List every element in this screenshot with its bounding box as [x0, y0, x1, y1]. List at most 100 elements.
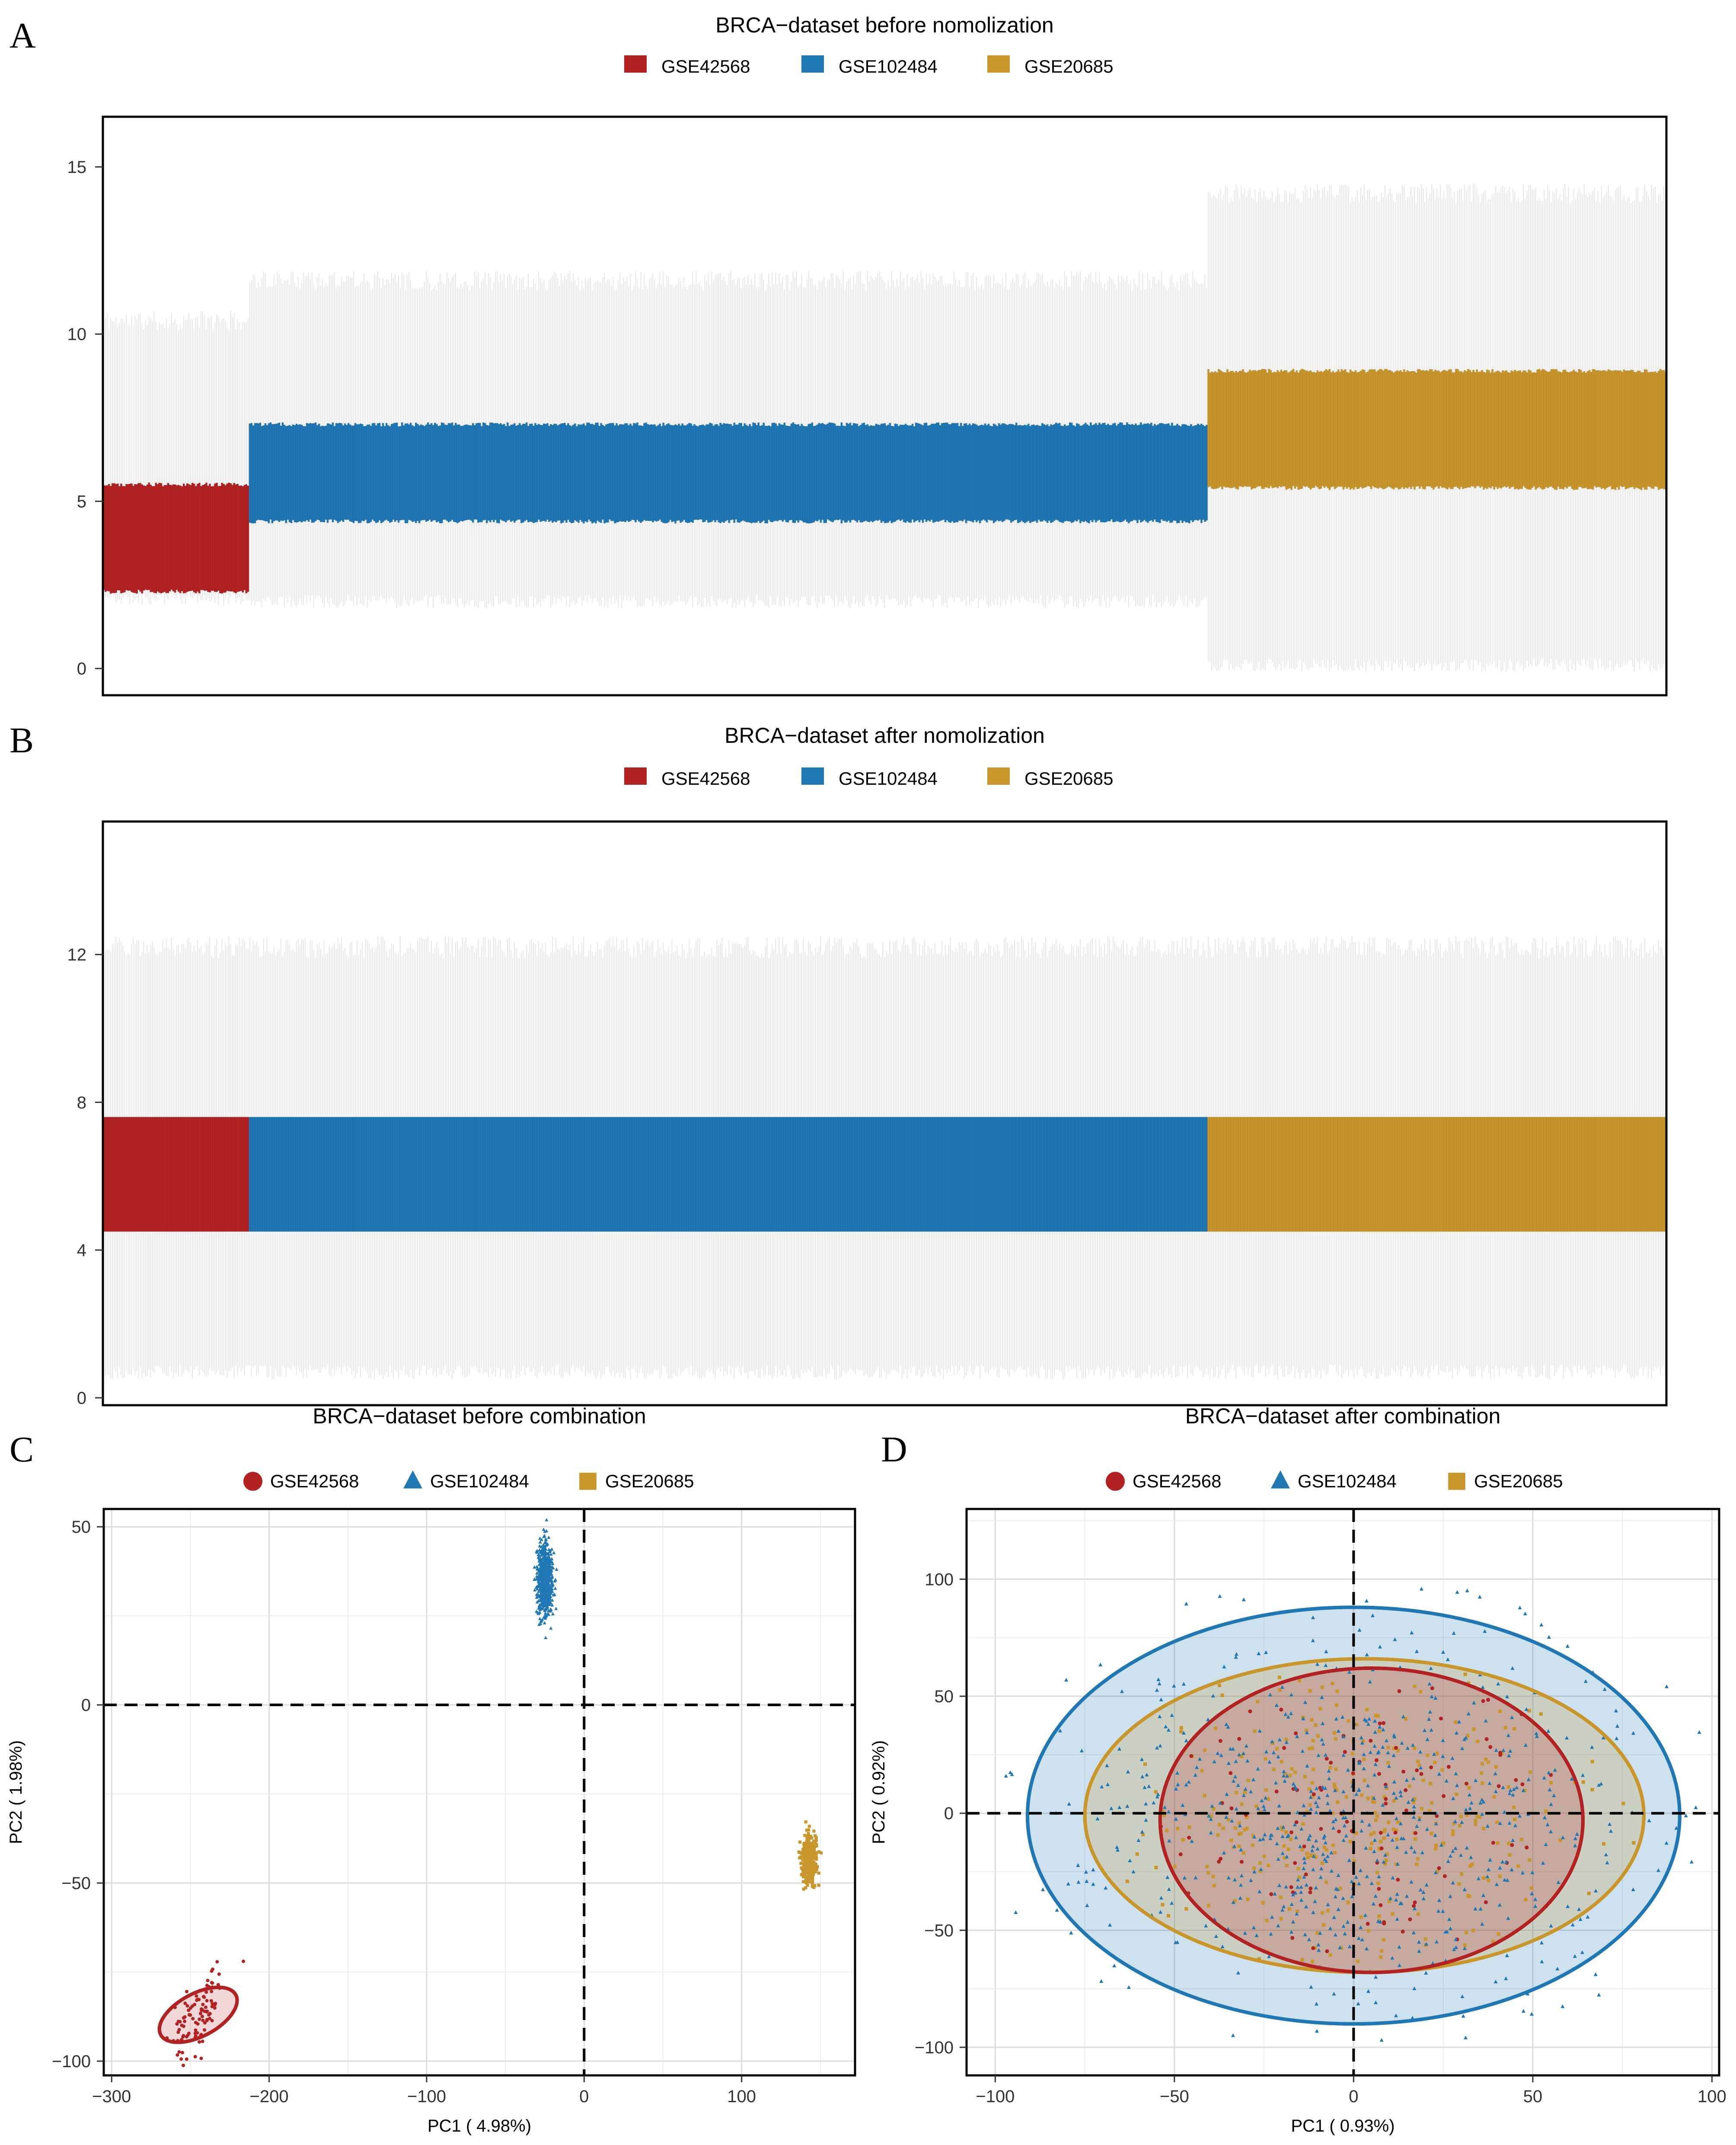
data-point [1280, 1851, 1285, 1855]
data-point [1104, 1886, 1108, 1890]
data-point [1498, 1709, 1502, 1713]
legend-label: GSE102484 [430, 1471, 529, 1491]
data-point [1204, 1924, 1208, 1928]
data-point [1368, 1679, 1372, 1684]
series-gse102484 [533, 1518, 558, 1640]
data-point [1193, 1773, 1197, 1777]
data-point [1439, 1843, 1443, 1847]
data-point [1319, 1827, 1323, 1831]
data-point [1621, 1802, 1625, 1806]
data-point [1392, 1733, 1396, 1737]
data-point [542, 1589, 546, 1593]
data-point [1560, 1835, 1565, 1839]
data-point [1265, 1918, 1269, 1923]
data-point [538, 1617, 542, 1621]
data-point [1338, 1886, 1342, 1890]
data-point [1289, 1711, 1293, 1715]
data-point [1466, 1894, 1470, 1898]
data-point [1512, 1787, 1516, 1791]
data-point [1140, 1830, 1144, 1834]
data-point [813, 1847, 816, 1851]
data-point [213, 2006, 217, 2010]
data-point [1314, 1723, 1318, 1727]
data-point [1184, 1738, 1188, 1742]
data-point [1451, 1832, 1455, 1836]
data-point [1281, 1774, 1286, 1777]
data-point [1283, 1856, 1287, 1860]
data-point [542, 1621, 546, 1624]
data-point [1311, 1844, 1315, 1848]
data-point [1345, 1819, 1349, 1824]
box-gse42568 [193, 483, 195, 593]
data-point [1424, 1883, 1429, 1887]
data-point [1311, 1795, 1315, 1799]
data-point [1284, 1885, 1288, 1889]
data-point [809, 1870, 813, 1874]
data-point [1356, 1936, 1361, 1940]
box-gse102484 [832, 1117, 834, 1232]
data-point [1504, 1860, 1508, 1864]
data-point [1451, 1880, 1455, 1885]
legend-item-gse42568: GSE42568 [624, 55, 750, 77]
legend-key-gse42568 [624, 767, 647, 785]
data-point [201, 2018, 205, 2022]
data-point [1632, 1841, 1636, 1845]
box-gse42568 [219, 1117, 221, 1232]
data-point [1346, 1768, 1350, 1772]
data-point [1292, 1822, 1297, 1826]
data-point [551, 1612, 555, 1616]
data-point [1299, 1890, 1303, 1894]
data-point [1366, 1921, 1370, 1926]
data-point [1454, 1720, 1458, 1724]
data-point [1547, 1635, 1551, 1639]
legend-label: GSE102484 [839, 56, 938, 77]
box-gse20685 [1545, 371, 1548, 487]
data-point [805, 1847, 809, 1851]
data-point [1280, 1834, 1285, 1838]
data-point [1421, 1896, 1426, 1900]
data-point [1206, 1904, 1211, 1908]
x-tick-label: 0 [1349, 2087, 1358, 2106]
data-point [1231, 1747, 1235, 1751]
data-point [550, 1598, 554, 1602]
data-point [1379, 2038, 1384, 2042]
data-point [1174, 1940, 1178, 1944]
data-point [199, 2007, 203, 2011]
data-point [804, 1877, 808, 1880]
data-point [1369, 1881, 1374, 1885]
data-point [1656, 1868, 1660, 1872]
data-point [200, 2014, 204, 2018]
data-point [1446, 1765, 1451, 1769]
data-point [1014, 1910, 1018, 1914]
data-point [1336, 1800, 1340, 1804]
x-tick-label: −100 [407, 2087, 446, 2106]
data-point [1370, 1613, 1375, 1618]
data-point [1268, 1836, 1273, 1840]
data-point [1435, 1870, 1439, 1873]
data-point [1326, 1902, 1330, 1906]
data-point [1209, 1814, 1213, 1818]
data-point [549, 1607, 552, 1611]
data-point [1459, 1853, 1463, 1857]
data-point [1321, 1836, 1326, 1840]
legend-key-gse102484 [403, 1470, 422, 1489]
data-point [1485, 1874, 1490, 1879]
legend-item-gse102484: GSE102484 [403, 1470, 529, 1491]
panel-letter-d: D [881, 1429, 907, 1470]
data-point [801, 1874, 805, 1877]
x-tick-label: −50 [1160, 2087, 1189, 2106]
data-point [1505, 1878, 1509, 1882]
box-gse20685 [1573, 1117, 1575, 1232]
data-point [807, 1828, 811, 1832]
data-point [539, 1583, 543, 1587]
data-point [1420, 1850, 1424, 1854]
data-point [811, 1867, 814, 1870]
data-point [1375, 1870, 1379, 1874]
data-point [542, 1543, 546, 1547]
data-point [1274, 1789, 1279, 1793]
data-point [1243, 1828, 1247, 1832]
data-point [1155, 1794, 1159, 1799]
data-point [1614, 1708, 1618, 1713]
data-point [1404, 1788, 1408, 1792]
